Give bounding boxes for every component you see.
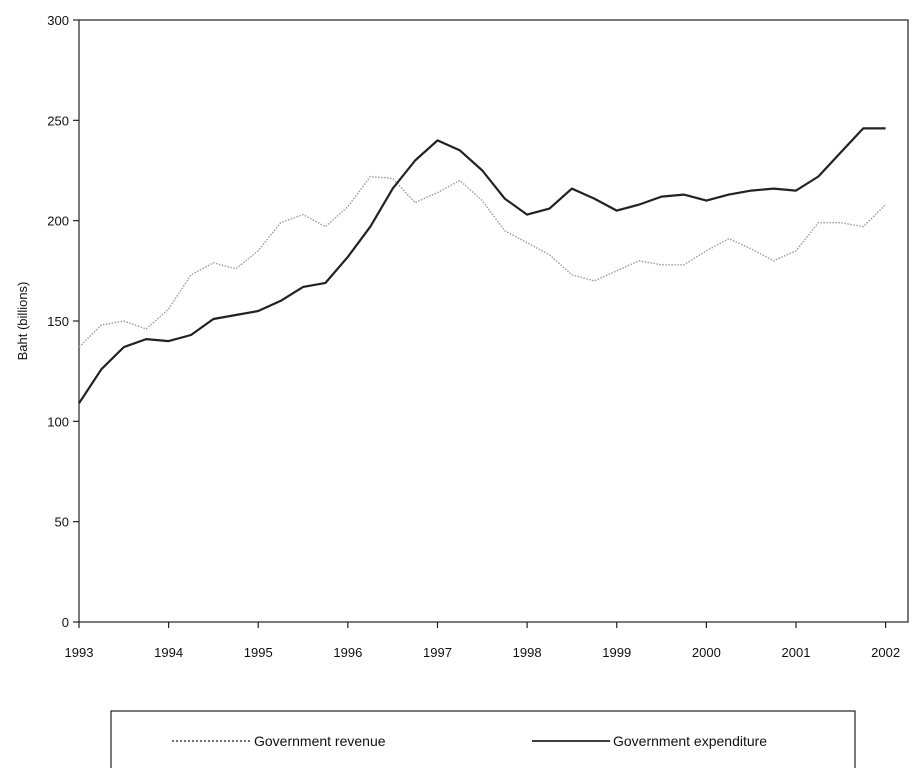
y-axis-title: Baht (billions) xyxy=(15,282,30,361)
y-tick-label: 0 xyxy=(62,615,69,630)
series-layer xyxy=(78,127,887,404)
y-tick-label: 100 xyxy=(47,414,69,429)
x-tick-label: 1996 xyxy=(333,645,362,660)
plot-area xyxy=(78,19,909,623)
y-axis: 0 50 100 150 200 250 300 xyxy=(47,13,79,630)
x-tick-label: 1995 xyxy=(244,645,273,660)
series-line-government-revenue xyxy=(78,175,887,348)
series-line-government-expenditure xyxy=(78,127,886,404)
x-tick-label: 1997 xyxy=(423,645,452,660)
x-axis: 1993 1994 1995 1996 1997 1998 1999 2000 2001 2002 xyxy=(65,622,900,660)
y-tick-label: 150 xyxy=(47,314,69,329)
y-tick-label: 50 xyxy=(55,515,69,530)
legend: Government revenue Government expenditur… xyxy=(110,710,856,768)
x-tick-label: 1993 xyxy=(65,645,94,660)
x-tick-label: 1999 xyxy=(602,645,631,660)
x-tick-label: 2001 xyxy=(782,645,811,660)
x-tick-label: 1998 xyxy=(513,645,542,660)
legend-label-expenditure: Government expenditure xyxy=(613,733,767,749)
y-tick-label: 200 xyxy=(47,214,69,229)
x-tick-label: 1994 xyxy=(154,645,183,660)
y-tick-label: 250 xyxy=(47,113,69,128)
legend-label-revenue: Government revenue xyxy=(254,733,386,749)
y-tick-label: 300 xyxy=(47,13,69,28)
legend-box xyxy=(110,710,856,768)
x-tick-label: 2002 xyxy=(871,645,900,660)
x-tick-label: 2000 xyxy=(692,645,721,660)
